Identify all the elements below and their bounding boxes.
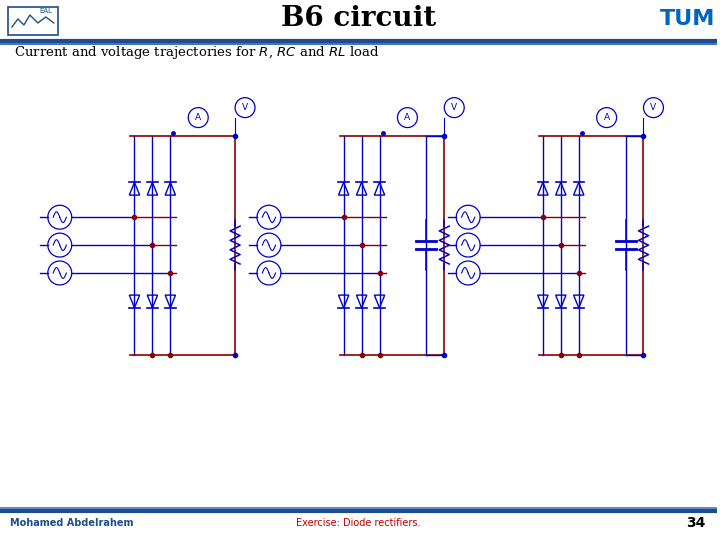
Text: A: A [195,113,202,122]
Text: V: V [451,103,457,112]
Text: A: A [603,113,610,122]
Text: TUM: TUM [660,9,715,29]
Text: 34: 34 [686,516,706,530]
Text: V: V [242,103,248,112]
Bar [8,7,58,35]
Text: A: A [405,113,410,122]
Text: Current and voltage trajectories for $R$, $RC$ and $RL$ load: Current and voltage trajectories for $R$… [14,44,379,62]
Text: B6 circuit: B6 circuit [281,5,436,32]
Text: EAL: EAL [40,8,53,14]
Text: V: V [650,103,657,112]
Text: Mohamed Abdelrahem: Mohamed Abdelrahem [10,518,133,528]
Text: Exercise: Diode rectifiers.: Exercise: Diode rectifiers. [297,518,421,528]
